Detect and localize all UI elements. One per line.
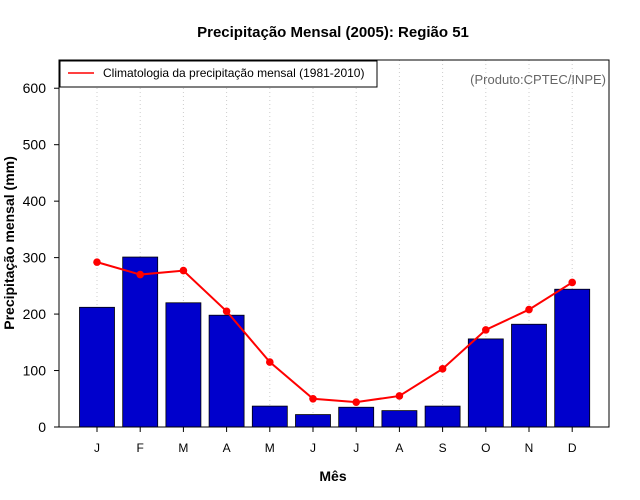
climatology-line [96,261,573,404]
y-tick-label: 400 [23,193,47,209]
x-tick-label: O [481,441,490,455]
bar-6 [338,406,375,428]
x-tick-label: J [94,441,100,455]
y-tick-label: 200 [23,306,47,322]
bar-9 [467,338,504,428]
y-axis: 0 100 200 300 400 500 600 [23,80,59,435]
product-credit: (Produto:CPTEC/INPE) [470,72,606,87]
y-tick-label: 500 [23,137,47,153]
x-tick-label: J [310,441,316,455]
bar-2 [165,302,202,428]
y-tick-label: 300 [23,250,47,266]
legend-box [59,60,378,88]
climatology-point-5 [309,394,317,403]
y-tick-label: 100 [23,363,47,379]
x-axis-label: Mês [319,468,346,484]
climatology-point-3 [222,307,231,316]
bar-10 [511,323,547,428]
bar-8 [424,405,461,428]
y-axis-label: Precipitação mensal (mm) [1,156,17,330]
legend-entry-climatology: Climatologia da precipitação mensal (198… [103,66,364,80]
bar-7 [381,410,418,428]
x-tick-label: S [439,441,447,455]
x-tick-label: N [525,441,534,455]
bar-1 [122,256,159,428]
climatology-point-6 [352,398,361,406]
x-tick-label: F [137,441,144,455]
x-tick-label: A [223,441,231,455]
plot-frame [58,59,610,428]
x-tick-label: M [265,441,275,455]
bar-0 [79,306,115,428]
climatology-point-2 [179,266,188,275]
bar-5 [295,414,331,428]
x-tick-label: D [568,441,577,455]
climatology-point-0 [93,258,101,266]
climatology-point-1 [136,270,144,279]
bar-11 [554,288,591,428]
bar-3 [208,314,245,428]
climatology-point-8 [438,365,447,373]
y-tick-label: 0 [38,419,46,435]
climatology-point-10 [525,305,533,314]
legend: Climatologia da precipitação mensal (198… [59,60,378,88]
x-tick-label: A [395,441,403,455]
climatology-point-9 [482,326,490,334]
climatology-point-4 [266,358,274,366]
y-tick-label: 600 [23,80,47,96]
bar-series [79,256,591,428]
climatology-point-11 [568,278,576,287]
chart-title: Precipitação Mensal (2005): Região 51 [197,24,469,41]
climatology-point-7 [395,392,404,400]
climatology-line-series [93,258,576,406]
x-tick-label: M [178,441,188,455]
x-tick-label: J [353,441,359,455]
bar-4 [251,405,288,428]
